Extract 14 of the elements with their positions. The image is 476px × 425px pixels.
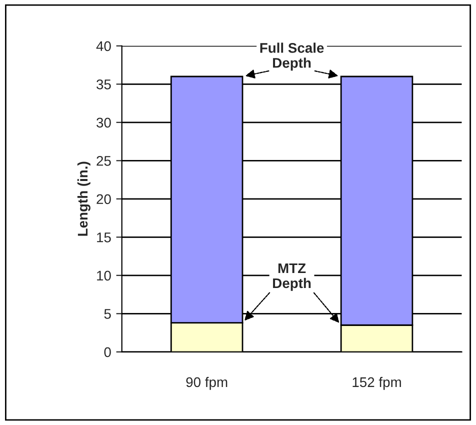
y-axis-title: Length (in.): [77, 162, 90, 236]
x-tick-label: 90 fpm: [186, 376, 228, 390]
y-tick-label: 0: [104, 347, 111, 358]
annotation: MTZ Depth: [273, 263, 311, 291]
y-tick-label: 30: [96, 118, 111, 128]
y-tick-label: 5: [104, 309, 111, 319]
y-tick-label: 15: [97, 232, 111, 242]
annotation: Full Scale Depth: [260, 42, 324, 71]
y-tick-label: 35: [96, 79, 111, 90]
y-tick-label: 10: [97, 270, 111, 281]
y-tick-label: 40: [96, 41, 111, 52]
y-tick-label: 25: [96, 156, 111, 166]
y-tick-label: 20: [96, 194, 111, 204]
x-tick-label: 152 fpm: [352, 376, 401, 390]
